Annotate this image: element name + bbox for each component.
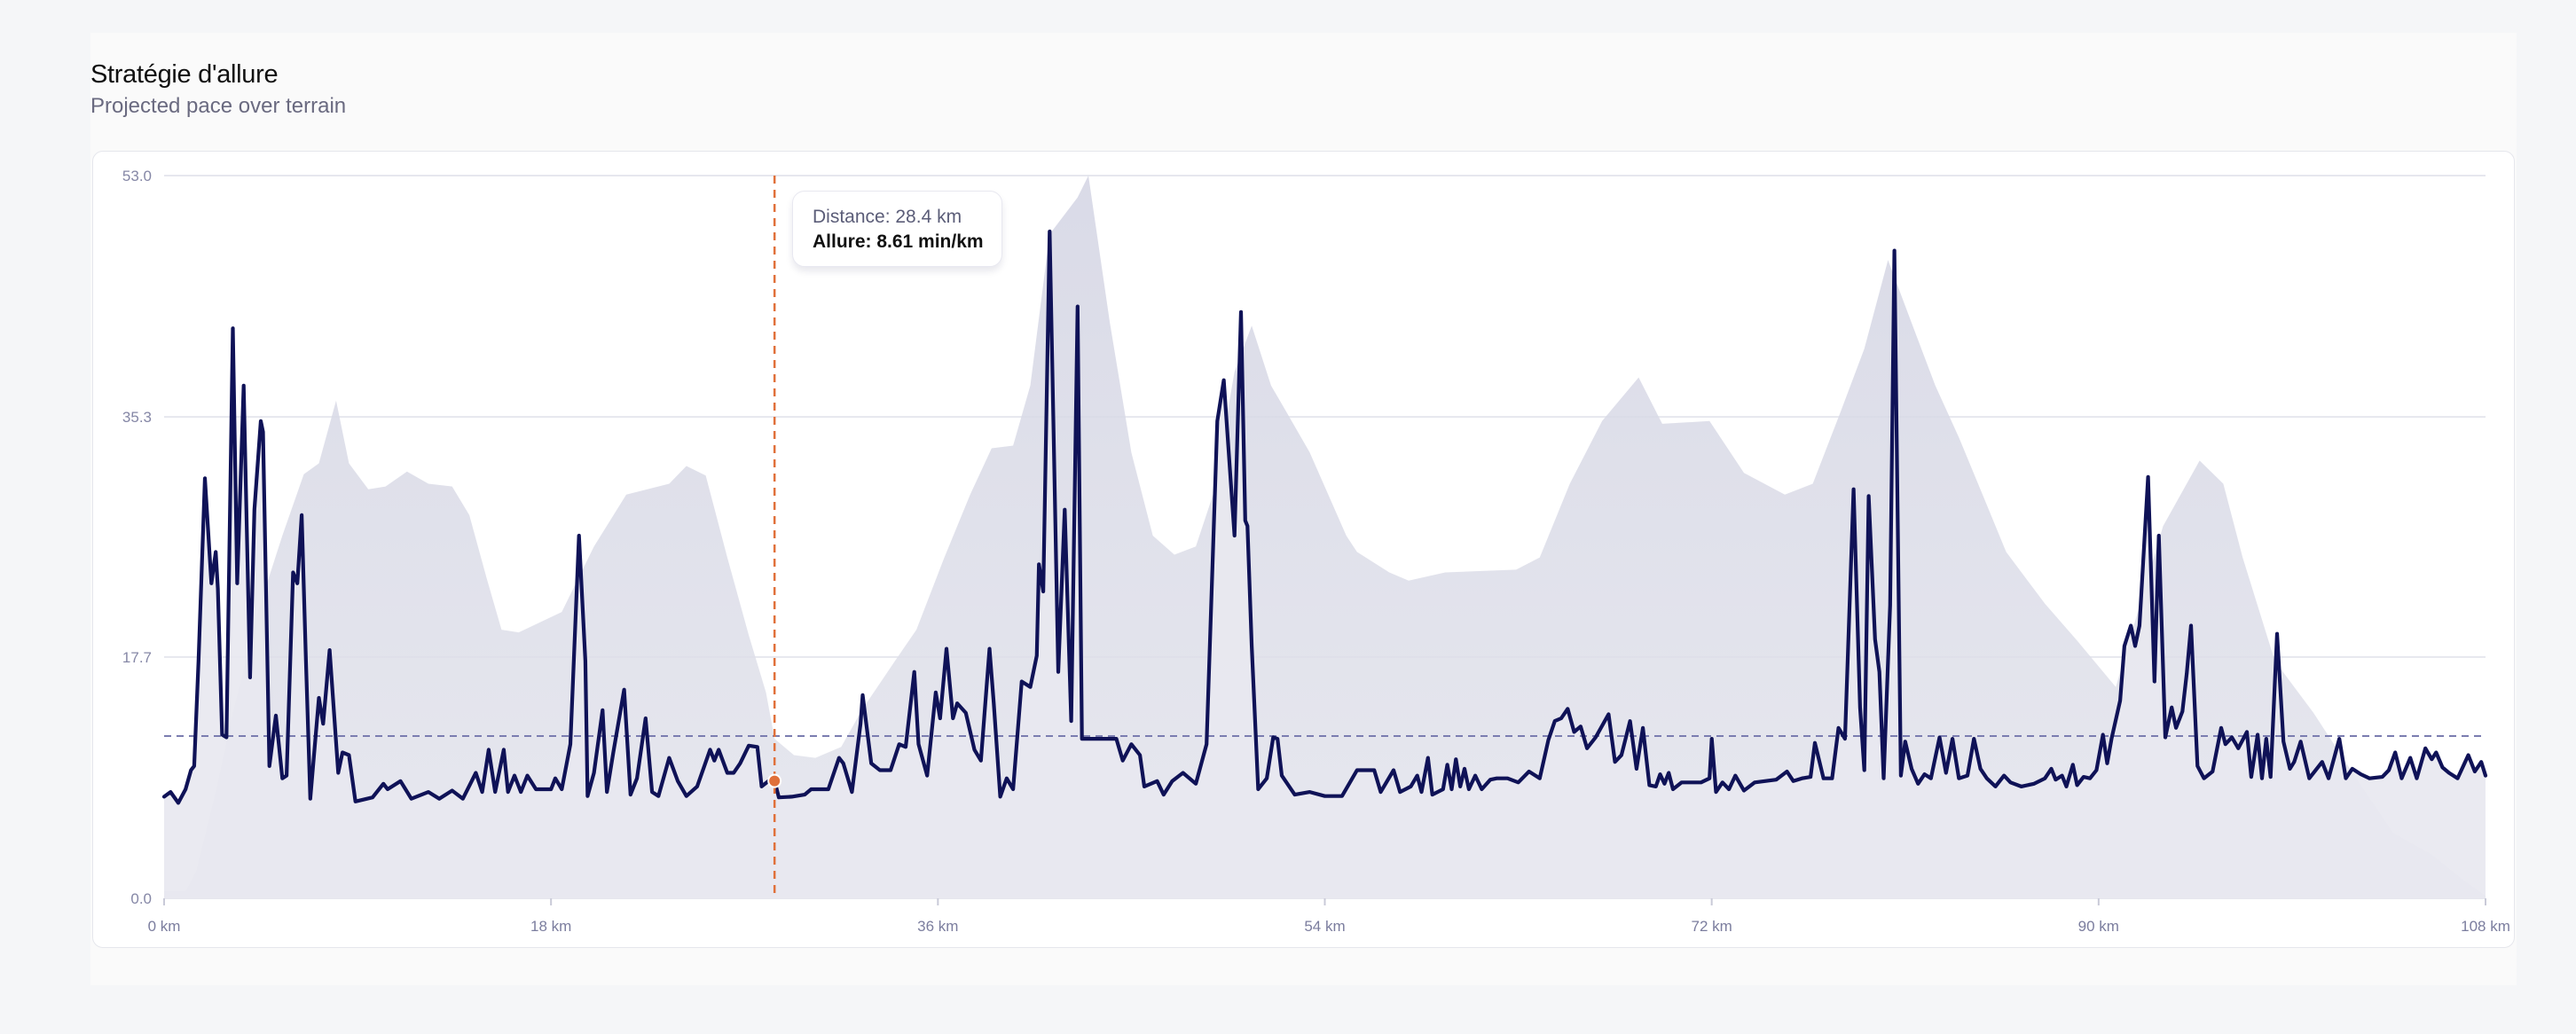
axis-labels: 0.0 17.7 35.3 53.0 0 km 18 km 36 km 54 km 72 km 9… — [122, 168, 2510, 935]
pace-fill-layer — [164, 231, 2486, 898]
y-tick-label: 17.7 — [122, 649, 152, 666]
x-tick-label: 54 km — [1304, 918, 1345, 935]
x-tick-label: 90 km — [2078, 918, 2119, 935]
tooltip-distance: Distance: 28.4 km — [813, 207, 962, 227]
pace-line — [161, 229, 2488, 805]
x-tick-label: 72 km — [1692, 918, 1732, 935]
hover-point-marker — [767, 773, 782, 788]
x-tick-label: 0 km — [148, 918, 181, 935]
elevation-area-layer — [164, 176, 2486, 898]
x-tick-label: 36 km — [917, 918, 958, 935]
elevation-area — [164, 176, 2486, 898]
chart-tooltip: Distance: 28.4 km Allure: 8.61 min/km — [792, 191, 1002, 267]
crosshair-layer — [767, 176, 782, 898]
x-tick-label: 18 km — [530, 918, 571, 935]
page-subtitle: Projected pace over terrain — [90, 94, 347, 118]
y-tick-label: 35.3 — [122, 409, 152, 426]
y-tick-label: 0.0 — [130, 890, 152, 907]
pace-area-overlay — [164, 231, 2486, 898]
y-tick-label: 53.0 — [122, 168, 152, 184]
pace-area-fill — [164, 231, 2486, 898]
page-title: Stratégie d'allure — [90, 60, 279, 89]
x-tick-label: 108 km — [2461, 918, 2510, 935]
pace-line-layer — [161, 229, 2488, 805]
tooltip-pace: Allure: 8.61 min/km — [813, 231, 984, 252]
